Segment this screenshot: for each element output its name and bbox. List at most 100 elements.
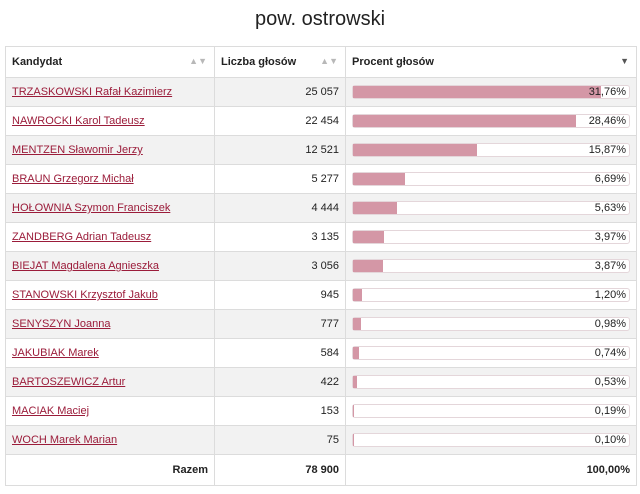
percent-bar-fill [353,144,478,156]
percent-cell: 5,63% [345,193,637,223]
votes-cell: 22 454 [214,106,346,136]
results-table: Kandydat ▲▼ Liczba głosów ▲▼ Procent gło… [5,46,637,486]
candidate-cell: WOCH Marek Marian [5,425,215,455]
table-row: HOŁOWNIA Szymon Franciszek 4 444 5,63% [5,193,637,223]
percent-bar-fill [353,260,384,272]
table-header-row: Kandydat ▲▼ Liczba głosów ▲▼ Procent gło… [5,46,637,78]
table-row: TRZASKOWSKI Rafał Kazimierz 25 057 31,76% [5,77,637,107]
page-title: pow. ostrowski [254,8,386,30]
percent-cell: 0,98% [345,309,637,339]
votes-cell: 4 444 [214,193,346,223]
total-percent: 100,00% [345,454,637,486]
candidate-cell: BIEJAT Magdalena Agnieszka [5,251,215,281]
percent-bar-fill [353,173,406,185]
percent-value: 28,46% [588,115,626,127]
candidate-link[interactable]: JAKUBIAK Marek [12,347,99,359]
column-header-votes[interactable]: Liczba głosów ▲▼ [214,46,346,78]
table-row: BARTOSZEWICZ Artur 422 0,53% [5,367,637,397]
percent-bar-fill [353,405,355,417]
candidate-link[interactable]: MENTZEN Sławomir Jerzy [12,144,143,156]
percent-bar: 0,53% [352,375,630,389]
votes-cell: 3 056 [214,251,346,281]
percent-bar-fill [353,434,354,446]
percent-bar-fill [353,231,385,243]
sort-desc-icon[interactable]: ▼ [620,56,629,66]
percent-value: 31,76% [588,86,626,98]
candidate-link[interactable]: SENYSZYN Joanna [12,318,111,330]
candidate-link[interactable]: BRAUN Grzegorz Michał [12,173,134,185]
column-header-candidate[interactable]: Kandydat ▲▼ [5,46,215,78]
total-row: Razem 78 900 100,00% [5,454,637,486]
votes-cell: 153 [214,396,346,426]
votes-cell: 422 [214,367,346,397]
candidate-cell: JAKUBIAK Marek [5,338,215,368]
votes-cell: 25 057 [214,77,346,107]
column-header-percent[interactable]: Procent głosów ▼ [345,46,637,78]
percent-cell: 0,53% [345,367,637,397]
percent-bar-fill [353,202,398,214]
candidate-cell: BARTOSZEWICZ Artur [5,367,215,397]
percent-bar-fill [353,115,576,127]
candidate-link[interactable]: BIEJAT Magdalena Agnieszka [12,260,159,272]
votes-cell: 945 [214,280,346,310]
percent-bar: 0,74% [352,346,630,360]
candidate-link[interactable]: HOŁOWNIA Szymon Franciszek [12,202,171,214]
percent-bar: 0,98% [352,317,630,331]
percent-value: 0,98% [594,318,626,330]
candidate-link[interactable]: BARTOSZEWICZ Artur [12,376,126,388]
candidate-cell: MENTZEN Sławomir Jerzy [5,135,215,165]
percent-value: 6,69% [594,173,626,185]
percent-cell: 3,87% [345,251,637,281]
percent-bar: 28,46% [352,114,630,128]
percent-bar-fill [353,289,363,301]
percent-bar: 5,63% [352,201,630,215]
candidate-link[interactable]: STANOWSKI Krzysztof Jakub [12,289,158,301]
candidate-cell: MACIAK Maciej [5,396,215,426]
percent-bar: 0,19% [352,404,630,418]
percent-cell: 0,19% [345,396,637,426]
table-row: MENTZEN Sławomir Jerzy 12 521 15,87% [5,135,637,165]
candidate-link[interactable]: WOCH Marek Marian [12,434,118,446]
percent-cell: 15,87% [345,135,637,165]
percent-value: 3,97% [594,231,626,243]
percent-value: 0,53% [594,376,626,388]
table-row: NAWROCKI Karol Tadeusz 22 454 28,46% [5,106,637,136]
candidate-cell: TRZASKOWSKI Rafał Kazimierz [5,77,215,107]
percent-cell: 3,97% [345,222,637,252]
candidate-link[interactable]: NAWROCKI Karol Tadeusz [12,115,145,127]
column-header-label: Procent głosów [352,56,434,68]
total-votes: 78 900 [214,454,346,486]
percent-bar-fill [353,318,361,330]
votes-cell: 3 135 [214,222,346,252]
percent-value: 0,19% [594,405,626,417]
table-row: ZANDBERG Adrian Tadeusz 3 135 3,97% [5,222,637,252]
percent-cell: 0,74% [345,338,637,368]
table-row: STANOWSKI Krzysztof Jakub 945 1,20% [5,280,637,310]
percent-bar-fill [353,376,358,388]
percent-bar: 3,87% [352,259,630,273]
candidate-cell: NAWROCKI Karol Tadeusz [5,106,215,136]
candidate-cell: SENYSZYN Joanna [5,309,215,339]
candidate-link[interactable]: MACIAK Maciej [12,405,90,417]
candidate-link[interactable]: TRZASKOWSKI Rafał Kazimierz [12,86,173,98]
sort-icon[interactable]: ▲▼ [320,56,338,66]
percent-bar-fill [353,347,359,359]
percent-value: 3,87% [594,260,626,272]
percent-value: 0,74% [594,347,626,359]
percent-cell: 31,76% [345,77,637,107]
table-row: JAKUBIAK Marek 584 0,74% [5,338,637,368]
percent-bar: 31,76% [352,85,630,99]
percent-cell: 1,20% [345,280,637,310]
percent-cell: 0,10% [345,425,637,455]
votes-cell: 75 [214,425,346,455]
candidate-cell: ZANDBERG Adrian Tadeusz [5,222,215,252]
percent-cell: 6,69% [345,164,637,194]
sort-icon[interactable]: ▲▼ [189,56,207,66]
table-row: BIEJAT Magdalena Agnieszka 3 056 3,87% [5,251,637,281]
candidate-cell: HOŁOWNIA Szymon Franciszek [5,193,215,223]
votes-cell: 12 521 [214,135,346,165]
candidate-link[interactable]: ZANDBERG Adrian Tadeusz [12,231,152,243]
percent-value: 1,20% [594,289,626,301]
candidate-cell: STANOWSKI Krzysztof Jakub [5,280,215,310]
table-row: WOCH Marek Marian 75 0,10% [5,425,637,455]
